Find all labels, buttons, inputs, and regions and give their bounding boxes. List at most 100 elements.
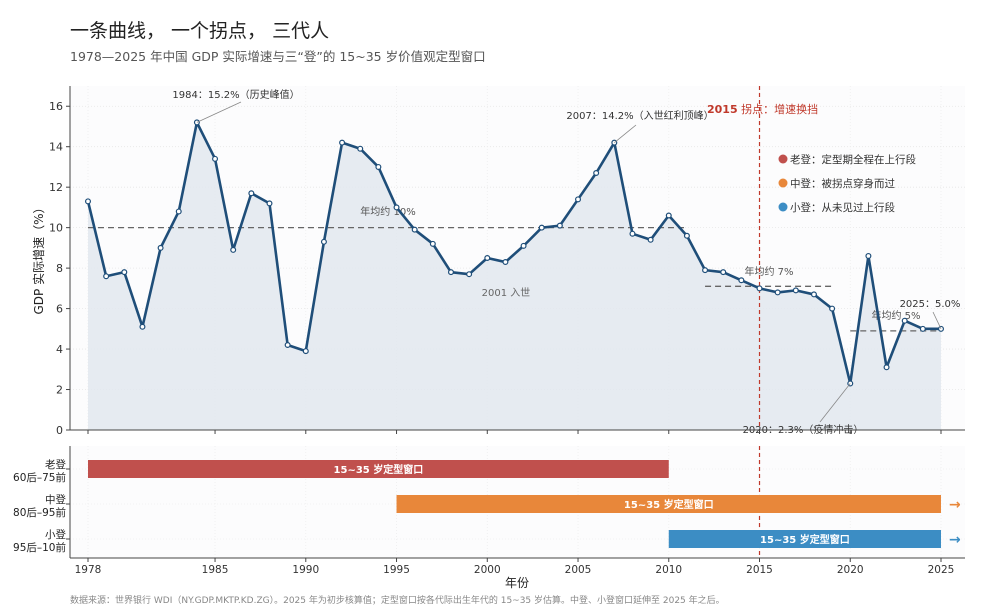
data-point <box>502 259 509 266</box>
y-tick-label: 10 <box>49 222 63 235</box>
cohort-name: 中登 <box>45 493 66 506</box>
annotation-leader <box>196 101 242 123</box>
x-tick-label: 2020 <box>837 564 864 576</box>
cohort-name: 小登 <box>45 528 66 541</box>
x-tick-label: 2005 <box>565 564 592 576</box>
data-point <box>393 204 400 211</box>
data-point <box>883 364 890 371</box>
x-tick-label: 1995 <box>383 564 410 576</box>
y-tick-label: 16 <box>49 100 63 113</box>
x-tick-label: 2025 <box>928 564 955 576</box>
data-point <box>647 236 654 243</box>
cohort-range: 80后–95前 <box>13 506 66 519</box>
data-point <box>121 269 128 276</box>
cohort-window-bar <box>396 495 941 513</box>
y-tick-label: 12 <box>49 181 63 194</box>
cohort-window-label: 15~35 岁定型窗口 <box>334 463 424 476</box>
cohort-window-label: 15~35 岁定型窗口 <box>760 533 850 546</box>
data-point <box>484 255 491 262</box>
growth-series-line <box>86 121 941 385</box>
chart-subtitle: 1978—2025 年中国 GDP 实际增速与三“登”的 15~35 岁价值观定… <box>70 49 486 64</box>
main-plot-area: 0 2 4 6 8 10 12 14 16 年均约 10% 年均约 7% 年均约 5% 2015 拐点：… <box>31 86 965 437</box>
annotation-leader <box>819 383 851 423</box>
cohort-window-label: 15~35 岁定型窗口 <box>624 498 714 511</box>
cohort-range: 60后–75前 <box>13 471 66 484</box>
data-point <box>720 269 727 276</box>
data-point <box>901 317 908 324</box>
cohort-window-bar <box>88 460 669 478</box>
y-tick-label: 0 <box>56 424 63 437</box>
chart-title: 一条曲线， 一个拐点， 三代人 <box>70 20 330 42</box>
data-point <box>702 267 709 274</box>
x-tick-label: 2015 <box>746 564 773 576</box>
data-point <box>792 287 799 294</box>
turning-point-label: 2015 拐点：增速换挡 <box>707 102 818 116</box>
data-point <box>339 139 346 146</box>
data-point <box>774 289 781 296</box>
cohort-range: 95后–10前 <box>13 541 66 554</box>
data-point <box>756 285 763 292</box>
y-tick-label: 14 <box>49 141 63 154</box>
data-point <box>683 232 690 239</box>
x-tick-label: 2010 <box>655 564 682 576</box>
data-point <box>829 305 836 312</box>
x-tick-label: 2000 <box>474 564 501 576</box>
legend-marker <box>778 202 788 212</box>
x-tick-label: 1990 <box>292 564 319 576</box>
data-point <box>919 325 926 332</box>
data-point <box>284 342 291 349</box>
data-point <box>810 291 817 298</box>
average-label: 年均约 7% <box>744 265 793 278</box>
data-point <box>429 240 436 247</box>
y-tick-label: 8 <box>56 262 63 275</box>
annotation-label: 2025：5.0% <box>900 299 961 310</box>
legend-label: 中登：被拐点穿身而过 <box>790 177 895 190</box>
x-tick-label: 1985 <box>202 564 229 576</box>
data-point <box>84 198 91 205</box>
annotation-label: 2007：14.2%（入世红利顶峰） <box>566 109 713 122</box>
y-tick-label: 2 <box>56 384 63 397</box>
data-point <box>520 242 527 249</box>
data-point <box>538 224 545 231</box>
data-point <box>357 145 364 152</box>
x-tick-label: 1978 <box>75 564 102 576</box>
average-label: 年均约 5% <box>871 309 920 322</box>
data-point <box>212 155 219 162</box>
data-point <box>302 348 309 355</box>
data-point <box>139 323 146 330</box>
data-point <box>248 190 255 197</box>
data-point <box>175 208 182 215</box>
data-point <box>375 163 382 170</box>
data-point <box>230 246 237 253</box>
data-point <box>593 170 600 177</box>
data-point <box>575 196 582 203</box>
legend-label: 老登：定型期全程在上行段 <box>790 153 916 166</box>
data-point <box>103 273 110 280</box>
y-axis-title: GDP 实际增速（%） <box>31 202 46 315</box>
data-point <box>447 269 454 276</box>
data-point <box>320 238 327 245</box>
legend-marker <box>778 178 788 188</box>
legend-marker <box>778 154 788 164</box>
annotation-label: 2001 入世 <box>482 287 531 299</box>
annotation-label: 1984：15.2%（历史峰值） <box>172 88 299 101</box>
data-point <box>865 252 872 259</box>
data-point <box>665 212 672 219</box>
cohort-window-arrow: → <box>949 497 961 513</box>
cohort-name: 老登 <box>45 458 66 471</box>
data-point <box>629 230 636 237</box>
data-point <box>466 271 473 278</box>
legend-label: 小登：从未见过上行段 <box>790 201 895 214</box>
data-point <box>556 222 563 229</box>
annotation-leader <box>932 311 942 329</box>
growth-area-fill <box>88 122 941 431</box>
x-axis-title: 年份 <box>505 576 529 590</box>
cohort-window-bar <box>668 530 941 548</box>
data-point <box>411 226 418 233</box>
cohort-window-arrow: → <box>949 532 961 548</box>
data-point <box>738 277 745 284</box>
data-point <box>266 200 273 207</box>
data-source-note: 数据来源：世界银行 WDI（NY.GDP.MKTP.KD.ZG）。2025 年为… <box>70 596 725 606</box>
